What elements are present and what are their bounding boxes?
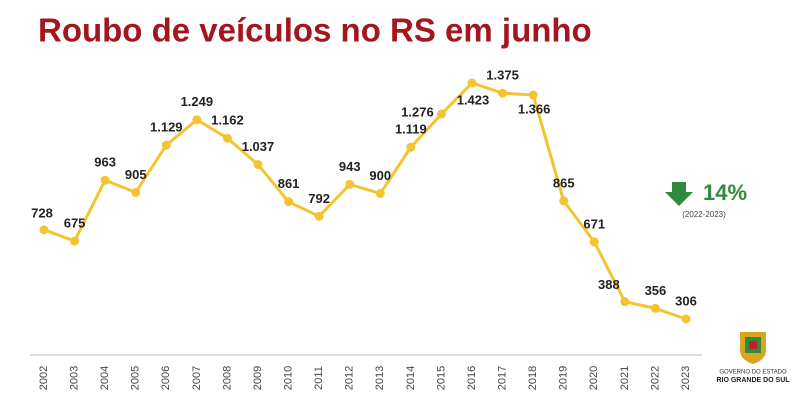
point (39, 225, 49, 235)
point (436, 109, 446, 119)
x-tick-label: 2015 (435, 366, 447, 390)
data-label: 1.366 (518, 101, 551, 116)
x-tick-label: 2021 (619, 366, 631, 390)
point (70, 236, 80, 246)
point (559, 196, 569, 206)
x-tick-label: 2006 (160, 366, 172, 390)
x-tick-label: 2013 (374, 366, 386, 390)
data-label: 1.119 (395, 122, 427, 137)
data-label: 1.129 (150, 120, 183, 135)
x-tick-label: 2016 (466, 366, 478, 390)
x-tick-label: 2003 (68, 366, 80, 390)
point (100, 175, 110, 185)
x-tick-label: 2017 (496, 366, 508, 390)
x-tick-label: 2011 (313, 366, 325, 390)
x-tick-label: 2018 (527, 366, 539, 390)
point (620, 297, 630, 307)
point (314, 211, 324, 221)
data-label: 861 (278, 176, 300, 191)
x-tick-label: 2020 (588, 366, 600, 390)
point (131, 187, 141, 197)
line (43, 81, 687, 321)
data-label: 728 (31, 205, 53, 220)
data-label: 1.423 (457, 92, 490, 107)
point (498, 88, 508, 98)
point (650, 303, 660, 313)
change-label: 14% (703, 180, 747, 205)
data-label: 1.162 (211, 113, 244, 128)
point (375, 188, 385, 198)
data-label: 356 (645, 283, 667, 298)
chart-title: Roubo de veículos no RS em junho (38, 12, 592, 49)
period-label: (2022-2023) (682, 210, 726, 219)
x-tick-label: 2012 (344, 366, 356, 390)
logo-line2: RIO GRANDE DO SUL (716, 377, 790, 384)
x-tick-label: 2019 (558, 366, 570, 390)
logo-line1: GOVERNO DO ESTADO (719, 370, 787, 376)
data-label: 1.249 (181, 94, 214, 109)
point (406, 142, 416, 152)
point (222, 133, 232, 143)
data-label: 905 (125, 167, 147, 182)
point (467, 78, 477, 88)
point (345, 179, 355, 189)
point (589, 237, 599, 247)
data-label: 1.276 (401, 104, 434, 119)
down-arrow (665, 182, 693, 206)
x-tick-label: 2014 (405, 366, 417, 390)
x-tick-label: 2007 (191, 366, 203, 390)
data-label: 1.037 (242, 139, 275, 154)
point (161, 140, 171, 150)
data-label: 675 (64, 215, 86, 230)
data-label: 792 (308, 191, 330, 206)
data-label: 1.375 (486, 68, 519, 83)
logo: GOVERNO DO ESTADO RIO GRANDE DO SUL (716, 332, 790, 384)
point (528, 90, 538, 100)
x-tick-label: 2023 (680, 366, 692, 390)
point (284, 197, 294, 207)
x-tick-label: 2009 (252, 366, 264, 390)
data-label: 943 (339, 159, 361, 174)
x-tick-label: 2004 (99, 366, 111, 390)
data-label: 900 (369, 168, 391, 183)
data-label: 671 (583, 216, 605, 231)
data-label: 865 (553, 175, 575, 190)
data-label: 388 (598, 277, 620, 292)
point (192, 115, 202, 125)
point (681, 314, 691, 324)
data-label: 306 (675, 293, 697, 308)
x-tick-label: 2002 (38, 366, 50, 390)
x-tick-label: 2005 (130, 366, 142, 390)
x-tick-label: 2008 (221, 366, 233, 390)
data-label: 963 (94, 155, 116, 170)
point (253, 160, 263, 170)
crest-center (749, 341, 757, 349)
x-tick-label: 2010 (282, 366, 294, 390)
x-tick-label: 2022 (649, 366, 661, 390)
